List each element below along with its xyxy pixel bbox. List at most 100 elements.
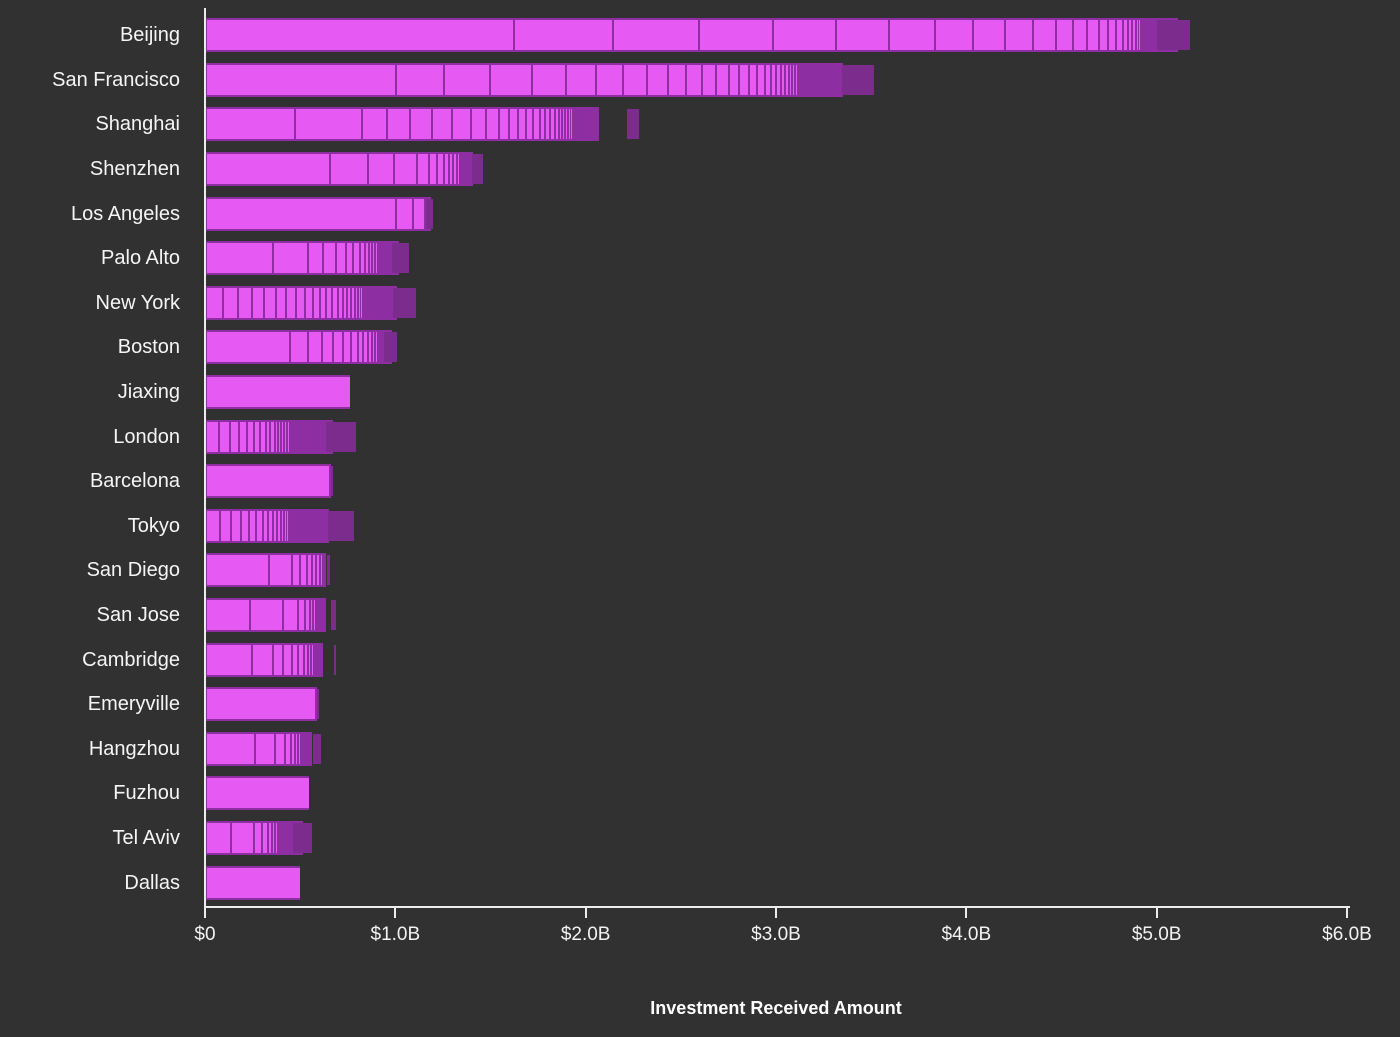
bar-final-segment[interactable] (330, 600, 337, 631)
bar[interactable] (205, 598, 337, 633)
bar-segment[interactable] (370, 243, 372, 274)
bar-segment[interactable] (836, 20, 889, 51)
bar-segment[interactable] (327, 287, 332, 318)
bar-segment[interactable] (207, 555, 268, 586)
bar-segment[interactable] (230, 421, 238, 452)
bar[interactable] (205, 731, 321, 766)
bar-segment[interactable] (268, 822, 271, 853)
bar-segment[interactable] (263, 822, 267, 853)
bar-segment[interactable] (338, 287, 342, 318)
bar-segment[interactable] (1033, 20, 1055, 51)
bar-segment[interactable] (207, 243, 272, 274)
bar-segment[interactable] (1056, 20, 1072, 51)
bar-segment[interactable] (284, 644, 291, 675)
bar[interactable] (205, 18, 1190, 53)
bar-segment[interactable] (1117, 20, 1122, 51)
bar-segment[interactable] (352, 287, 354, 318)
bar-segment[interactable] (299, 600, 304, 631)
bar-segment[interactable] (308, 644, 310, 675)
bar-segment[interactable] (765, 64, 770, 95)
bar-segment[interactable] (373, 243, 375, 274)
bar-segment[interactable] (782, 64, 785, 95)
bar-segment[interactable] (276, 733, 284, 764)
bar[interactable] (205, 196, 434, 231)
bar-segment[interactable] (207, 733, 255, 764)
bar-segment[interactable] (254, 421, 260, 452)
bar-segment[interactable] (301, 555, 306, 586)
bar-segment[interactable] (935, 20, 972, 51)
bar-final-segment[interactable] (334, 644, 337, 675)
bar-segment[interactable] (792, 64, 794, 95)
bar-segment[interactable] (372, 332, 374, 363)
bar-segment[interactable] (358, 332, 363, 363)
bar[interactable] (205, 107, 639, 142)
bar-segment[interactable] (444, 64, 489, 95)
bar-segment[interactable] (220, 421, 229, 452)
bar-segment[interactable] (789, 64, 791, 95)
bar-final-segment[interactable] (330, 466, 333, 497)
bar-segment[interactable] (334, 332, 342, 363)
bar-segment[interactable] (413, 198, 424, 229)
bar-segment[interactable] (273, 644, 283, 675)
bar-segment[interactable] (290, 332, 307, 363)
bar-segment[interactable] (566, 109, 568, 140)
bar-segment[interactable] (292, 555, 300, 586)
bar-segment[interactable] (207, 198, 396, 229)
bar-segment[interactable] (250, 510, 256, 541)
bar-segment[interactable] (343, 287, 347, 318)
bar-segment[interactable] (1073, 20, 1087, 51)
bar-segment[interactable] (320, 287, 326, 318)
bar-segment[interactable] (1136, 20, 1138, 51)
bar-segment[interactable] (454, 154, 456, 185)
bar-segment[interactable] (518, 109, 525, 140)
bar-segment[interactable] (304, 644, 307, 675)
bar-segment[interactable] (263, 510, 268, 541)
bar-segment[interactable] (890, 20, 934, 51)
bar-segment[interactable] (207, 109, 295, 140)
bar-segment[interactable] (281, 510, 283, 541)
bar-segment[interactable] (702, 64, 716, 95)
bar-segment[interactable] (266, 421, 270, 452)
bar-segment[interactable] (207, 600, 249, 631)
bar-segment[interactable] (532, 64, 565, 95)
bar-segment[interactable] (231, 822, 253, 853)
bar-final-segment[interactable] (327, 555, 330, 586)
bar[interactable] (205, 642, 337, 677)
bar-segment[interactable] (296, 109, 362, 140)
bar[interactable] (205, 776, 309, 811)
bar-final-segment[interactable] (393, 287, 417, 318)
bar-segment[interactable] (1109, 20, 1116, 51)
bar-segment[interactable] (337, 243, 345, 274)
bar-segment[interactable] (433, 109, 452, 140)
bar-segment[interactable] (284, 510, 286, 541)
bar-segment[interactable] (515, 20, 613, 51)
bar-segment[interactable] (973, 20, 1005, 51)
bar-final-segment[interactable] (327, 510, 355, 541)
bar-segment[interactable] (308, 243, 323, 274)
bar-segment[interactable] (207, 466, 329, 497)
bar-segment[interactable] (368, 332, 371, 363)
bar-segment[interactable] (299, 644, 303, 675)
bar[interactable] (205, 464, 333, 499)
bar-segment[interactable] (207, 822, 230, 853)
bar-segment[interactable] (317, 555, 319, 586)
bar-segment[interactable] (563, 109, 565, 140)
bar-segment[interactable] (1006, 20, 1032, 51)
bar-segment[interactable] (221, 510, 231, 541)
bar-final-segment[interactable] (325, 421, 357, 452)
bar-final-segment[interactable] (425, 198, 434, 229)
bar-segment[interactable] (333, 287, 337, 318)
bar-segment[interactable] (1088, 20, 1098, 51)
bar[interactable] (205, 820, 312, 855)
bar-segment[interactable] (534, 109, 539, 140)
bar-segment[interactable] (287, 287, 295, 318)
bar-segment[interactable] (355, 287, 357, 318)
bar-segment[interactable] (273, 510, 277, 541)
bar-segment[interactable] (254, 822, 262, 853)
bar-segment[interactable] (729, 64, 739, 95)
bar-segment[interactable] (1123, 20, 1128, 51)
bar-segment[interactable] (224, 287, 238, 318)
bar-segment[interactable] (364, 332, 367, 363)
bar-segment[interactable] (276, 287, 286, 318)
bar[interactable] (205, 241, 410, 276)
